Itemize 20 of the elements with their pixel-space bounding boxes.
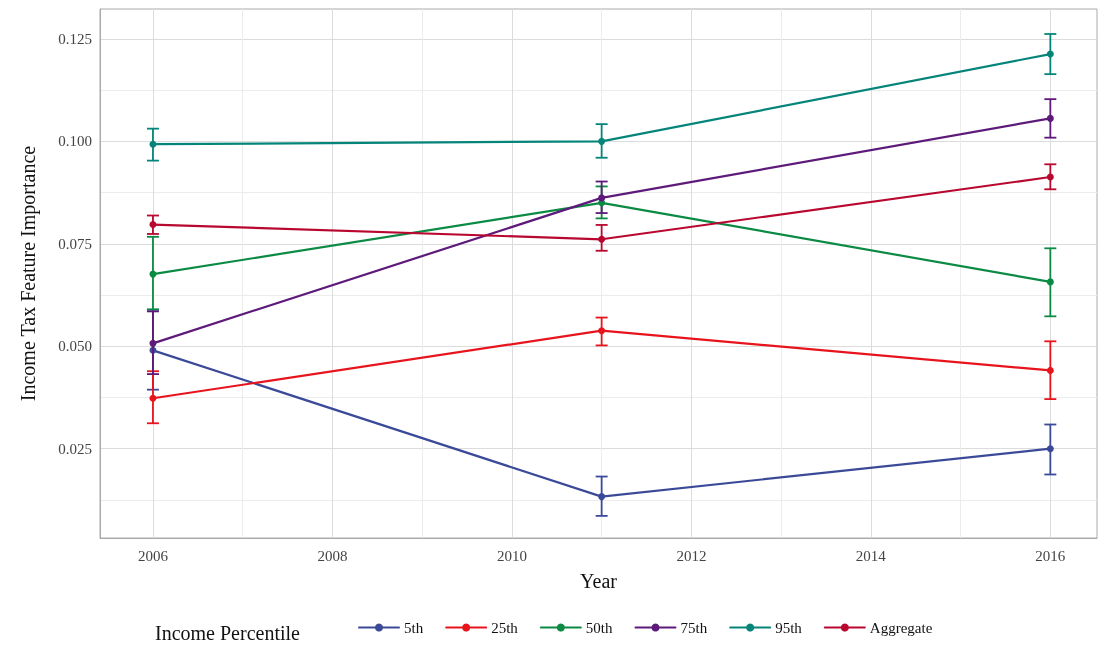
legend-label: 95th [775, 619, 803, 636]
y-tick-label: 0.100 [58, 133, 92, 150]
x-tick-label: 2008 [317, 547, 348, 564]
x-tick-label: 2016 [1035, 547, 1066, 564]
y-axis-title: Income Tax Feature Importance [17, 145, 40, 402]
legend-label: 5th [404, 619, 424, 636]
legend-label: 75th [680, 619, 708, 636]
x-tick-label: 2006 [137, 547, 169, 564]
x-tick-label: 2010 [496, 547, 527, 564]
y-tick-label: 0.075 [58, 235, 92, 252]
legend-title: Income Percentile [155, 622, 301, 644]
x-tick-label: 2014 [855, 547, 887, 564]
legend-label: 50th [585, 619, 613, 636]
y-tick-label: 0.125 [58, 30, 92, 47]
x-axis-title: Year [580, 570, 618, 592]
y-tick-label: 0.025 [58, 440, 92, 457]
legend-label: 25th [491, 619, 519, 636]
legend-label: Aggregate [869, 619, 933, 636]
y-tick-label: 0.050 [58, 338, 92, 355]
x-tick-label: 2012 [676, 547, 707, 564]
